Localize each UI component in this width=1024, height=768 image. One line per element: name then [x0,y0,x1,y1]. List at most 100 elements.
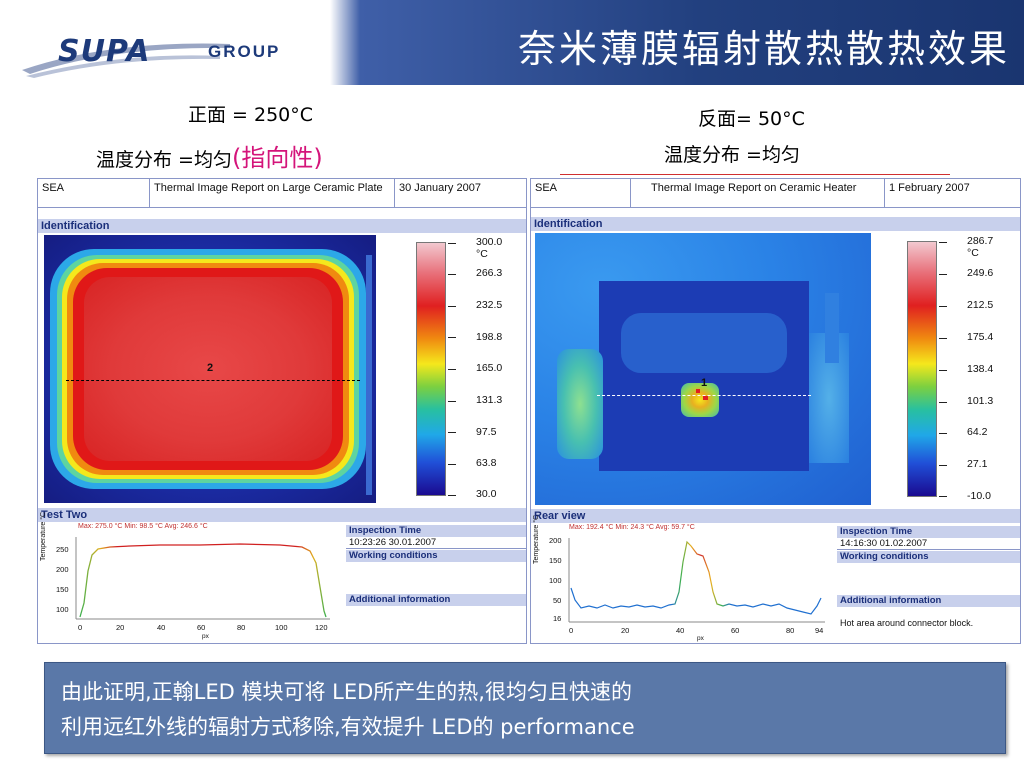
left-inspection-time: 10:23:26 30.01.2007 [346,537,526,549]
left-graph-xtick: 120 [315,623,328,632]
back-caption-line1: 反面= 50°C [698,108,805,130]
right-graph-xtick: 60 [731,626,740,635]
right-report-date: 1 February 2007 [885,179,1020,208]
logo-swoosh-icon [22,43,230,78]
caption-underline [560,174,950,175]
right-report-company: SEA [531,179,631,208]
right-graph-xtick: 40 [676,626,685,635]
left-graph-ytick: 200 [56,565,69,574]
slide-title: 奈米薄膜辐射散热散热效果 [517,27,1010,71]
right-additional-info: Hot area around connector block. [840,618,974,628]
left-inspection-time-label: Inspection Time [346,525,526,537]
right-graph-stats: Max: 192.4 °C Min: 24.3 °C Avg: 59.7 °C [569,524,695,531]
left-scale-tick: 232.5 [476,299,503,311]
left-identification-bar: Identification [38,219,526,233]
left-scale-tick: 131.3 [476,394,503,406]
conclusion-line2: 利用远红外线的辐射方式移除,有效提升 LED的 performance [61,715,635,739]
left-thermal-image: 2 [44,235,376,503]
conclusion-text: 由此证明,正翰LED 模块可将 LED所产生的热,很均匀且快速的 利用远红外线的… [61,675,635,745]
right-section-bar: Rear view [531,509,1020,523]
right-thermal-report: SEA Thermal Image Report on Ceramic Heat… [530,178,1021,644]
left-graph-xtick: 100 [275,623,288,632]
right-scale-tick: 27.1 [967,458,988,470]
right-scale-tick: 286.7 [967,235,994,247]
right-profile-graph: Max: 192.4 °C Min: 24.3 °C Avg: 59.7 °C … [533,515,833,643]
right-graph-xtick: 80 [786,626,795,635]
left-profile-curve [79,543,327,618]
left-additional-info-label: Additional information [346,594,526,606]
right-inspection-time-label: Inspection Time [837,526,1020,538]
logo-text: SUPA [58,34,151,69]
left-section-bar: Test Two [38,508,526,522]
right-profile-marker: 1 [701,377,708,389]
left-thermal-report: SEA Thermal Image Report on Large Cerami… [37,178,527,644]
right-scale-tick: 64.2 [967,426,988,438]
left-graph-xtick: 60 [197,623,206,632]
right-report-header: SEA Thermal Image Report on Ceramic Heat… [531,179,1020,209]
right-scale-tick: -10.0 [967,490,991,502]
left-scale-unit: °C [476,248,488,260]
left-graph-xlabel: px [202,633,209,640]
left-graph-ytick: 250 [56,545,69,554]
left-graph-ytick: 100 [56,605,69,614]
right-info-panel: Inspection Time 14:16:30 01.02.2007 Work… [837,524,1020,643]
right-graph-xtick: 20 [621,626,630,635]
right-thermal-image: 1 [535,233,871,505]
right-graph-xtick: 94 [815,626,824,635]
left-graph-xtick: 40 [157,623,166,632]
left-report-company: SEA [38,179,150,208]
right-scale-tick: 101.3 [967,395,994,407]
right-graph-ytick: 150 [549,556,562,565]
left-report-title: Thermal Image Report on Large Ceramic Pl… [150,179,395,208]
left-scale-tick: 198.8 [476,331,503,343]
left-profile-graph: Max: 275.0 °C Min: 98.5 °C Avg: 246.6 °C… [40,512,340,643]
right-scale-tick: 249.6 [967,267,994,279]
left-profile-marker: 2 [207,362,214,374]
left-graph-stats: Max: 275.0 °C Min: 98.5 °C Avg: 246.6 °C [78,523,208,530]
right-report-title: Thermal Image Report on Ceramic Heater [631,179,885,208]
right-color-scale [907,241,937,497]
right-graph-ytick: 200 [549,536,562,545]
conclusion-line1: 由此证明,正翰LED 模块可将 LED所产生的热,很均匀且快速的 [61,680,632,704]
front-caption-line1: 正面 = 250°C [188,104,314,126]
right-graph-ytick: 16 [553,614,562,623]
header-banner: SUPA GROUP 奈米薄膜辐射散热散热效果 [0,0,1024,85]
right-scale-unit: °C [967,247,979,259]
right-additional-info-label: Additional information [837,595,1020,607]
left-graph-ytick: 150 [56,585,69,594]
left-scale-tick: 300.0 [476,236,503,248]
left-graph-xtick: 20 [116,623,125,632]
right-scale-tick: 138.4 [967,363,994,375]
right-graph-ytick: 50 [553,596,562,605]
left-graph-ylabel: Temperature °C [40,511,47,561]
right-scale-tick: 212.5 [967,299,994,311]
right-working-conditions-label: Working conditions [837,551,1020,563]
left-report-header: SEA Thermal Image Report on Large Cerami… [38,179,526,209]
left-graph-xtick: 0 [78,623,83,632]
left-graph-xtick: 80 [237,623,246,632]
right-inspection-time: 14:16:30 01.02.2007 [837,538,1020,550]
left-scale-tick: 97.5 [476,426,497,438]
right-graph-ylabel: Temperature °C [533,514,540,564]
left-scale-tick: 266.3 [476,267,503,279]
left-scale-tick: 30.0 [476,488,497,500]
right-graph-xlabel: px [697,635,704,642]
left-info-panel: Inspection Time 10:23:26 30.01.2007 Work… [346,523,526,643]
right-identification-bar: Identification [531,217,1020,231]
front-caption-highlight: (指向性) [231,144,323,172]
front-caption-line2: 温度分布 =均匀(指向性) [96,138,323,173]
back-caption-line2: 温度分布 =均匀 [664,144,800,166]
right-profile-curve [570,540,822,615]
right-profile-line [597,395,811,396]
front-caption-distribution: 温度分布 =均匀 [96,149,232,171]
left-scale-tick: 165.0 [476,362,503,374]
right-scale-tick: 175.4 [967,331,994,343]
left-scale-tick: 63.8 [476,457,497,469]
logo-group-text: GROUP [208,42,281,61]
left-working-conditions-label: Working conditions [346,550,526,562]
left-color-scale [416,242,446,496]
right-graph-ytick: 100 [549,576,562,585]
left-report-date: 30 January 2007 [395,179,526,208]
conclusion-box: 由此证明,正翰LED 模块可将 LED所产生的热,很均匀且快速的 利用远红外线的… [44,662,1006,754]
right-graph-xtick: 0 [569,626,574,635]
